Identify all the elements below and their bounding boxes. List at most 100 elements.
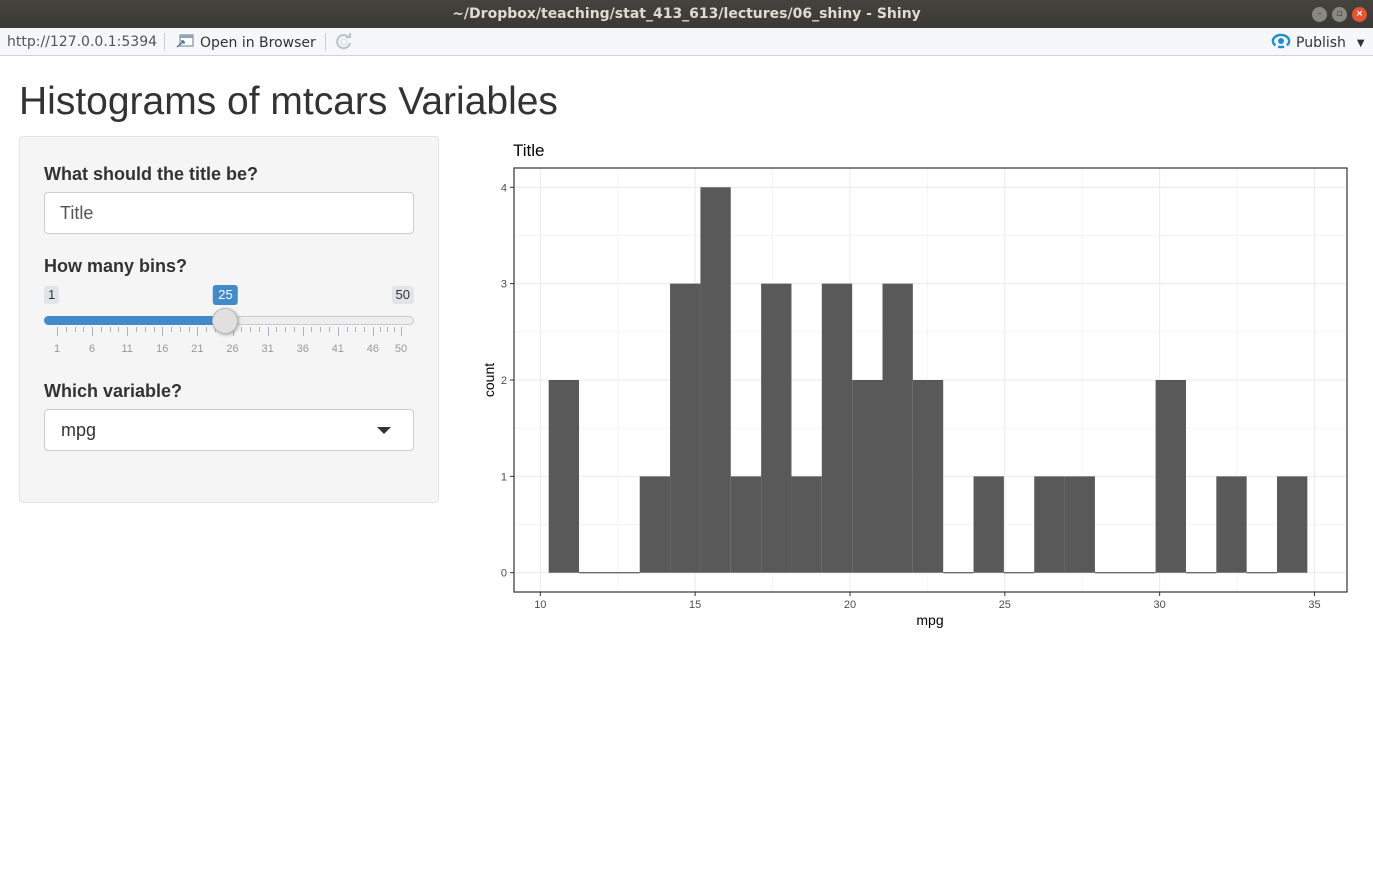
slider-tick-label: 50 xyxy=(394,343,408,355)
slider-tick xyxy=(92,327,94,336)
slider-tick xyxy=(372,327,374,336)
slider-tick xyxy=(401,327,402,336)
slider-minor-tick xyxy=(379,327,381,332)
slider-minor-tick xyxy=(250,327,252,332)
histogram-bar xyxy=(579,572,610,574)
close-button[interactable]: × xyxy=(1352,7,1367,22)
slider-minor-tick xyxy=(276,327,278,332)
x-tick-label: 35 xyxy=(1308,599,1320,611)
y-tick-label: 4 xyxy=(501,182,507,194)
histogram-bar xyxy=(639,476,671,573)
open-in-browser-button[interactable]: Open in Browser xyxy=(176,33,316,53)
url-text: http://127.0.0.1:5394 xyxy=(7,34,158,50)
title-input[interactable] xyxy=(44,192,414,234)
publish-button[interactable]: Publish ▼ xyxy=(1271,33,1365,53)
histogram-bar xyxy=(1155,380,1186,573)
slider-minor-tick xyxy=(179,327,181,332)
slider-minor-tick xyxy=(65,327,67,332)
slider-tick-label: 11 xyxy=(121,343,133,355)
slider-minor-tick xyxy=(171,327,173,332)
x-tick-label: 20 xyxy=(844,599,856,611)
variable-select[interactable]: mpg xyxy=(44,409,414,451)
maximize-button[interactable]: ▫ xyxy=(1332,7,1347,22)
x-tick-label: 25 xyxy=(999,599,1011,611)
slider-tick xyxy=(162,327,164,336)
slider-minor-tick xyxy=(153,327,155,332)
slider-tick xyxy=(197,327,199,336)
toolbar-divider xyxy=(164,33,165,51)
histogram-bar xyxy=(1094,572,1126,574)
y-tick-label: 0 xyxy=(501,568,507,580)
chevron-down-icon xyxy=(377,427,391,434)
histogram-bar xyxy=(1216,476,1247,573)
histogram-bar xyxy=(1277,476,1308,573)
slider-tick-label: 21 xyxy=(191,343,204,355)
slider-tick xyxy=(127,327,129,336)
toolbar-divider xyxy=(325,33,326,51)
histogram-bar xyxy=(548,380,580,573)
publish-label: Publish xyxy=(1296,35,1346,51)
slider-minor-tick xyxy=(285,327,287,332)
chart-title: Title xyxy=(513,141,545,160)
slider-tick-label: 46 xyxy=(366,343,380,355)
slider-minor-tick xyxy=(206,327,208,332)
y-tick-label: 2 xyxy=(501,375,507,387)
histogram-bar xyxy=(1246,572,1278,574)
histogram-bar xyxy=(609,572,640,574)
slider-tick-label: 31 xyxy=(261,343,274,355)
y-axis-label: count xyxy=(481,363,497,397)
slider-min-label: 1 xyxy=(44,286,60,304)
histogram-bar xyxy=(1185,572,1217,574)
slider-minor-tick xyxy=(329,327,331,332)
histogram-bar xyxy=(791,476,822,573)
minimize-button[interactable]: – xyxy=(1312,7,1327,22)
sidebar-panel: What should the title be? How many bins?… xyxy=(19,136,439,503)
slider-fill xyxy=(44,316,226,325)
x-axis-label: mpg xyxy=(916,612,943,628)
slider-minor-tick xyxy=(74,327,76,332)
window-title: ~/Dropbox/teaching/stat_413_613/lectures… xyxy=(452,6,921,22)
slider-minor-tick xyxy=(83,327,85,332)
histogram-bar xyxy=(761,283,792,573)
histogram-bar xyxy=(1003,572,1035,574)
slider-value-label: 25 xyxy=(213,285,238,305)
chevron-down-icon[interactable]: ▼ xyxy=(1356,37,1365,49)
histogram-bar xyxy=(670,283,701,573)
histogram-bar xyxy=(973,476,1004,573)
y-tick-label: 3 xyxy=(501,279,507,291)
slider-minor-tick xyxy=(364,327,366,332)
title-input-label: What should the title be? xyxy=(44,164,258,184)
histogram-bar xyxy=(882,283,913,573)
histogram-bar xyxy=(1064,476,1095,573)
slider-minor-tick xyxy=(355,327,357,332)
slider-max-label: 50 xyxy=(391,286,414,304)
y-tick-label: 1 xyxy=(501,471,507,483)
histogram-bar xyxy=(852,380,883,573)
slider-tick xyxy=(267,327,269,336)
slider-minor-tick xyxy=(100,327,102,332)
slider-minor-tick xyxy=(144,327,146,332)
bins-slider[interactable]: 1 50 25 1 6 11 16 21 26 31 36 41 46 50 xyxy=(44,283,414,359)
viewer-toolbar: http://127.0.0.1:5394 Open in Browser xyxy=(0,28,1373,56)
refresh-icon[interactable] xyxy=(334,32,354,56)
histogram-bar xyxy=(1125,572,1156,574)
x-tick-label: 30 xyxy=(1154,599,1166,611)
slider-tick-label: 26 xyxy=(226,343,239,355)
slider-minor-tick xyxy=(386,327,388,332)
slider-tick xyxy=(57,327,58,336)
slider-minor-tick xyxy=(393,327,395,332)
histogram-bar xyxy=(730,476,762,573)
histogram-bar xyxy=(821,283,853,573)
histogram-plot: Title 10 15 20 25 30 35 0 1 2 3 4 mpg count xyxy=(478,136,1358,636)
slider-tick-label: 16 xyxy=(156,343,169,355)
slider-minor-tick xyxy=(346,327,348,332)
slider-minor-tick xyxy=(320,327,322,332)
slider-tick xyxy=(302,327,304,336)
slider-tick xyxy=(337,327,339,336)
page-title: Histograms of mtcars Variables xyxy=(19,80,558,123)
slider-handle[interactable] xyxy=(212,308,239,334)
bins-slider-label: How many bins? xyxy=(44,256,188,276)
slider-tick-label: 41 xyxy=(331,343,344,355)
slider-minor-tick xyxy=(311,327,313,332)
browser-window-icon xyxy=(176,33,194,53)
